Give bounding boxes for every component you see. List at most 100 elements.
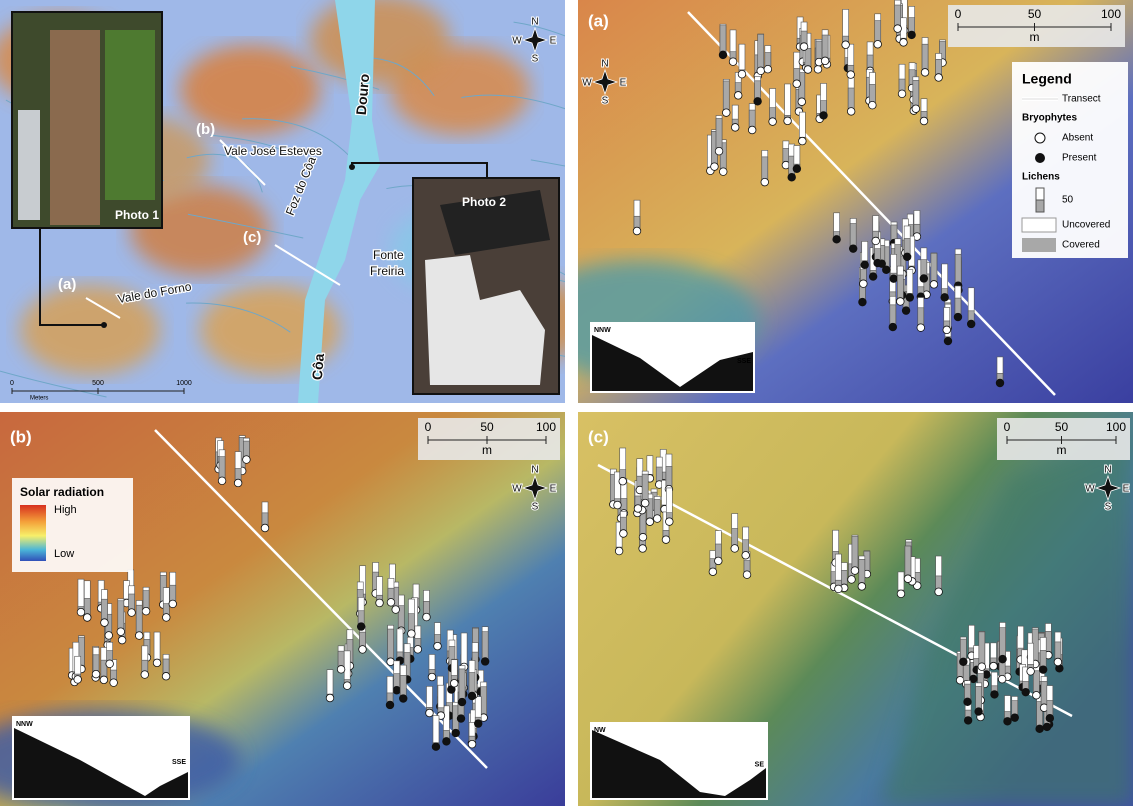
scale-label: 100: [536, 420, 556, 434]
scale-label: 0: [425, 420, 432, 434]
lichen-covered: [816, 41, 822, 59]
compass-label: S: [532, 54, 539, 65]
bryophyte-dot: [743, 571, 751, 579]
bryophyte-dot: [734, 92, 742, 100]
legend-heading: Bryophytes: [1022, 113, 1077, 124]
lichen-covered: [481, 687, 487, 715]
bryophyte-dot: [998, 675, 1006, 683]
compass-label: E: [620, 78, 627, 89]
bryophyte-dot: [426, 709, 434, 717]
bryophyte-dot: [900, 39, 908, 47]
lichen-covered: [762, 157, 768, 179]
lichen-covered: [979, 632, 985, 664]
site-point: [349, 164, 355, 170]
bryophyte-dot: [392, 606, 400, 614]
lichen-bar: [78, 579, 84, 609]
profile-label: SSE: [172, 759, 186, 766]
lichen-covered: [875, 249, 881, 260]
legend-uncovered: [1022, 218, 1056, 232]
bryophyte-dot: [457, 715, 465, 723]
bryophyte-dot: [999, 655, 1007, 663]
lichen-covered: [93, 655, 99, 671]
bryophyte-dot: [337, 666, 345, 674]
scale-label: 50: [1055, 420, 1069, 434]
bryophyte-dot: [634, 505, 642, 513]
bryophyte-dot: [793, 80, 801, 88]
bryophyte-dot: [639, 533, 647, 541]
bryophyte-dot: [996, 379, 1004, 387]
lichen-covered: [400, 675, 406, 695]
lichen-covered: [423, 601, 429, 614]
lichen-covered: [163, 604, 169, 615]
lichen-covered: [918, 308, 924, 325]
lichen-covered: [1033, 671, 1039, 693]
lichen-covered: [735, 83, 741, 93]
bryophyte-dot: [761, 178, 769, 186]
photo-1-rock: [50, 30, 100, 225]
scale-label: 0: [10, 380, 14, 387]
bryophyte-dot: [118, 636, 126, 644]
lichen-covered: [1040, 650, 1046, 666]
lichen-covered: [459, 669, 465, 699]
site-label: (a): [58, 276, 76, 293]
bryophyte-dot: [639, 545, 647, 553]
lichen-bar: [75, 656, 81, 676]
site-point: [101, 322, 107, 328]
bryophyte-dot: [757, 67, 765, 75]
lichen-covered: [841, 570, 847, 584]
bryophyte-dot: [722, 109, 730, 117]
bryophyte-dot: [902, 307, 910, 315]
bryophyte-dot: [833, 236, 841, 244]
bryophyte-dot: [141, 671, 149, 679]
bryophyte-dot: [842, 41, 850, 49]
bryophyte-dot: [620, 530, 628, 538]
lichen-covered: [388, 629, 394, 659]
bryophyte-dot: [715, 557, 723, 565]
bryophyte-dot: [1022, 688, 1030, 696]
lichen-covered: [388, 588, 394, 599]
scale-label: 0: [955, 7, 962, 21]
bryophyte-dot: [261, 524, 269, 532]
lichen-covered: [821, 101, 827, 113]
figure: (a)(b)(c)Vale José EstevesFoz do CôaVale…: [0, 0, 1133, 806]
photo-label: Photo 2: [462, 195, 506, 209]
lichen-covered: [118, 601, 124, 629]
compass-label: N: [1104, 465, 1111, 476]
bryophyte-dot: [665, 518, 673, 526]
bryophyte-dot: [930, 281, 938, 289]
legend-label: Covered: [1062, 240, 1100, 251]
bryophyte-dot: [769, 118, 777, 126]
lichen-covered: [1000, 628, 1006, 656]
bryophyte-dot: [715, 147, 723, 155]
bryophyte-dot: [1046, 714, 1054, 722]
bryophyte-dot: [1043, 723, 1051, 731]
bryophyte-dot: [619, 477, 627, 485]
solar-title: Solar radiation: [20, 485, 104, 499]
compass-label: E: [550, 36, 557, 47]
lichen-covered: [666, 466, 672, 486]
bryophyte-dot: [849, 245, 857, 253]
bryophyte-dot: [991, 691, 999, 699]
lichen-covered: [936, 59, 942, 74]
bryophyte-dot: [917, 324, 925, 332]
place-label: Fonte: [373, 248, 404, 262]
bryophyte-dot: [234, 479, 242, 487]
bryophyte-dot: [468, 692, 476, 700]
lichen-covered: [656, 467, 662, 482]
bryophyte-dot: [432, 743, 440, 751]
bryophyte-dot: [869, 273, 877, 281]
lichen-covered: [360, 632, 366, 646]
lichen-covered: [243, 441, 249, 457]
bryophyte-dot: [941, 294, 949, 302]
lichen-covered: [469, 673, 475, 693]
profile-label: NNW: [16, 721, 33, 728]
lichen-bar: [344, 651, 350, 683]
bryophyte-dot: [452, 729, 460, 737]
lichen-covered: [1041, 681, 1047, 704]
lichen-covered: [732, 529, 738, 546]
bryophyte-dot: [1039, 666, 1047, 674]
lichen-covered: [143, 591, 149, 609]
scale-unit: m: [482, 443, 492, 457]
bryophyte-dot: [848, 576, 856, 584]
bryophyte-dot: [474, 720, 482, 728]
